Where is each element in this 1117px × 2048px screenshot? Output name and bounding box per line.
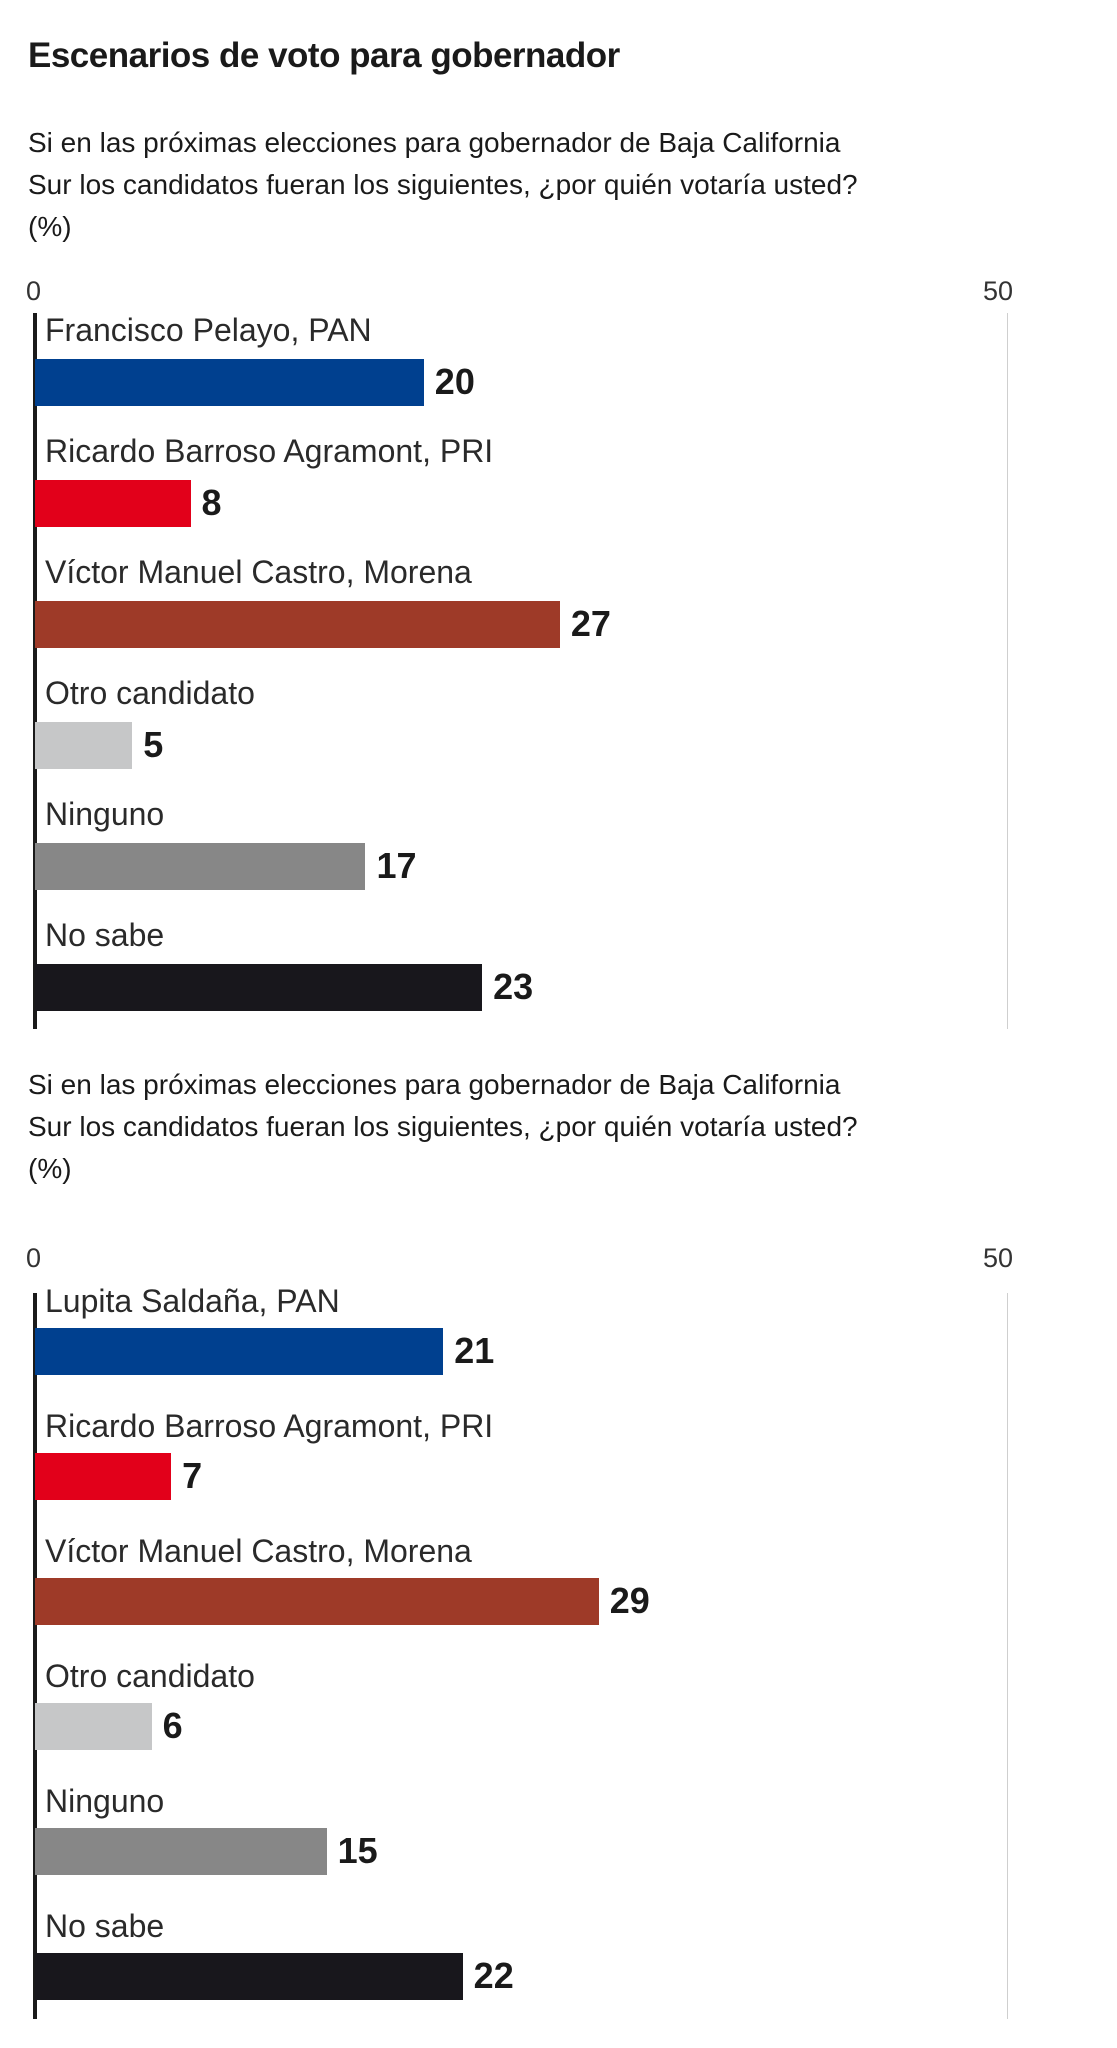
bar bbox=[35, 601, 560, 648]
y-axis-line bbox=[33, 313, 37, 1029]
bar-value: 23 bbox=[493, 966, 534, 1007]
bar-value: 20 bbox=[434, 361, 475, 402]
bar bbox=[35, 964, 483, 1011]
bar bbox=[35, 1953, 463, 2000]
bar bbox=[35, 1828, 327, 1875]
question-line: Si en las próximas elecciones para gober… bbox=[28, 127, 841, 158]
bar-label: Víctor Manuel Castro, Morena bbox=[45, 554, 472, 590]
bar-value: 7 bbox=[182, 1455, 203, 1496]
bar bbox=[35, 1578, 599, 1625]
bar-value: 6 bbox=[162, 1705, 183, 1746]
bar-label: No sabe bbox=[45, 1908, 165, 1944]
bar-label: Ricardo Barroso Agramont, PRI bbox=[45, 433, 494, 469]
bar-value: 22 bbox=[473, 1955, 514, 1996]
tick-0: 0 bbox=[26, 276, 42, 306]
bar-label: Ninguno bbox=[45, 796, 165, 832]
chart-1-question: Si en las próximas elecciones para gober… bbox=[28, 122, 1068, 248]
bar-label: Ricardo Barroso Agramont, PRI bbox=[45, 1408, 494, 1444]
bar bbox=[35, 1453, 172, 1500]
gridline-50 bbox=[1007, 1293, 1008, 2019]
unit-label: (%) bbox=[28, 211, 72, 242]
bar-label: Otro candidato bbox=[45, 675, 255, 711]
question-line: Sur los candidatos fueran los siguientes… bbox=[28, 169, 858, 200]
question-line: Si en las próximas elecciones para gober… bbox=[28, 1069, 841, 1100]
gridline-50 bbox=[1007, 313, 1008, 1029]
bar-value: 17 bbox=[376, 845, 417, 886]
bar bbox=[35, 843, 366, 890]
bar bbox=[35, 480, 191, 527]
tick-50: 50 bbox=[983, 276, 1014, 306]
bar-value: 21 bbox=[454, 1330, 495, 1371]
page-title: Escenarios de voto para gobernador bbox=[28, 36, 620, 75]
question-line: Sur los candidatos fueran los siguientes… bbox=[28, 1111, 858, 1142]
unit-label: (%) bbox=[28, 1153, 72, 1184]
bar bbox=[35, 1328, 444, 1375]
bar-label: Lupita Saldaña, PAN bbox=[45, 1283, 340, 1319]
bar-value: 27 bbox=[570, 603, 611, 644]
bar-value: 15 bbox=[337, 1830, 378, 1871]
chart-2-question: Si en las próximas elecciones para gober… bbox=[28, 1064, 1068, 1190]
tick-0: 0 bbox=[26, 1243, 42, 1273]
y-axis-line bbox=[33, 1293, 37, 2019]
bar-value: 8 bbox=[201, 482, 222, 523]
bar bbox=[35, 359, 424, 406]
bar-label: Víctor Manuel Castro, Morena bbox=[45, 1533, 472, 1569]
bar-label: Otro candidato bbox=[45, 1658, 255, 1694]
bar bbox=[35, 722, 133, 769]
bar bbox=[35, 1703, 152, 1750]
bar-value: 29 bbox=[609, 1580, 650, 1621]
tick-50: 50 bbox=[983, 1243, 1014, 1273]
bar-label: Ninguno bbox=[45, 1783, 165, 1819]
bar-label: Francisco Pelayo, PAN bbox=[45, 312, 372, 348]
bar-label: No sabe bbox=[45, 917, 165, 953]
bar-value: 5 bbox=[143, 724, 164, 765]
